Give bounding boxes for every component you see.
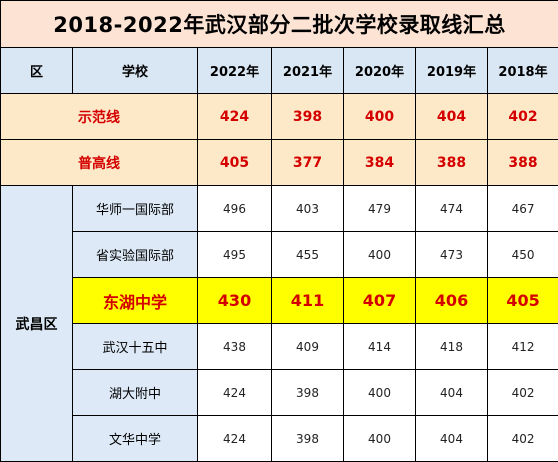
score-cell: 404 — [416, 370, 488, 416]
district-cell: 武昌区 — [1, 186, 73, 462]
score-cell: 402 — [488, 416, 558, 462]
score-cell: 424 — [198, 416, 272, 462]
school-name-highlighted: 东湖中学 — [73, 278, 198, 324]
score-cell-highlighted: 407 — [344, 278, 416, 324]
score-cell-highlighted: 406 — [416, 278, 488, 324]
score-cell: 398 — [272, 370, 344, 416]
header-year-2020: 2020年 — [344, 48, 416, 94]
school-name: 省实验国际部 — [73, 232, 198, 278]
table-title: 2018-2022年武汉部分二批次学校录取线汇总 — [1, 1, 558, 48]
line-row-demonstration: 示范线 424 398 400 404 402 — [1, 94, 558, 140]
score-cell: 404 — [416, 416, 488, 462]
title-row: 2018-2022年武汉部分二批次学校录取线汇总 — [1, 1, 558, 48]
line-row-general: 普高线 405 377 384 388 388 — [1, 140, 558, 186]
header-district: 区 — [1, 48, 73, 94]
score-cell: 424 — [198, 370, 272, 416]
score-cell: 398 — [272, 416, 344, 462]
score-cell: 455 — [272, 232, 344, 278]
table-row: 湖大附中 424 398 400 404 402 — [1, 370, 558, 416]
header-year-2021: 2021年 — [272, 48, 344, 94]
score-cell: 402 — [488, 370, 558, 416]
line-name: 普高线 — [1, 140, 198, 186]
school-name: 文华中学 — [73, 416, 198, 462]
score-cell: 495 — [198, 232, 272, 278]
line-value: 405 — [198, 140, 272, 186]
score-cell: 409 — [272, 324, 344, 370]
table-row: 文华中学 424 398 400 404 402 — [1, 416, 558, 462]
line-value: 424 — [198, 94, 272, 140]
score-cell: 400 — [344, 416, 416, 462]
line-value: 388 — [488, 140, 558, 186]
score-cell: 414 — [344, 324, 416, 370]
line-value: 388 — [416, 140, 488, 186]
score-cell-highlighted: 411 — [272, 278, 344, 324]
header-year-2018: 2018年 — [488, 48, 558, 94]
line-value: 398 — [272, 94, 344, 140]
score-cell: 496 — [198, 186, 272, 232]
line-name: 示范线 — [1, 94, 198, 140]
header-row: 区 学校 2022年 2021年 2020年 2019年 2018年 — [1, 48, 558, 94]
score-cell: 450 — [488, 232, 558, 278]
score-cell: 418 — [416, 324, 488, 370]
table-row: 省实验国际部 495 455 400 473 450 — [1, 232, 558, 278]
school-name: 华师一国际部 — [73, 186, 198, 232]
score-cell: 400 — [344, 370, 416, 416]
score-cell: 438 — [198, 324, 272, 370]
line-value: 402 — [488, 94, 558, 140]
score-cell: 473 — [416, 232, 488, 278]
line-value: 404 — [416, 94, 488, 140]
line-value: 377 — [272, 140, 344, 186]
table-row: 武昌区 华师一国际部 496 403 479 474 467 — [1, 186, 558, 232]
score-cell: 474 — [416, 186, 488, 232]
score-cell: 412 — [488, 324, 558, 370]
table-row: 武汉十五中 438 409 414 418 412 — [1, 324, 558, 370]
score-cell: 403 — [272, 186, 344, 232]
score-cell-highlighted: 430 — [198, 278, 272, 324]
score-cell: 479 — [344, 186, 416, 232]
line-value: 384 — [344, 140, 416, 186]
header-year-2019: 2019年 — [416, 48, 488, 94]
highlighted-table-row: 东湖中学 430 411 407 406 405 — [1, 278, 558, 324]
header-year-2022: 2022年 — [198, 48, 272, 94]
school-name: 武汉十五中 — [73, 324, 198, 370]
score-cell-highlighted: 405 — [488, 278, 558, 324]
score-cell: 467 — [488, 186, 558, 232]
school-name: 湖大附中 — [73, 370, 198, 416]
header-school: 学校 — [73, 48, 198, 94]
line-value: 400 — [344, 94, 416, 140]
score-cell: 400 — [344, 232, 416, 278]
